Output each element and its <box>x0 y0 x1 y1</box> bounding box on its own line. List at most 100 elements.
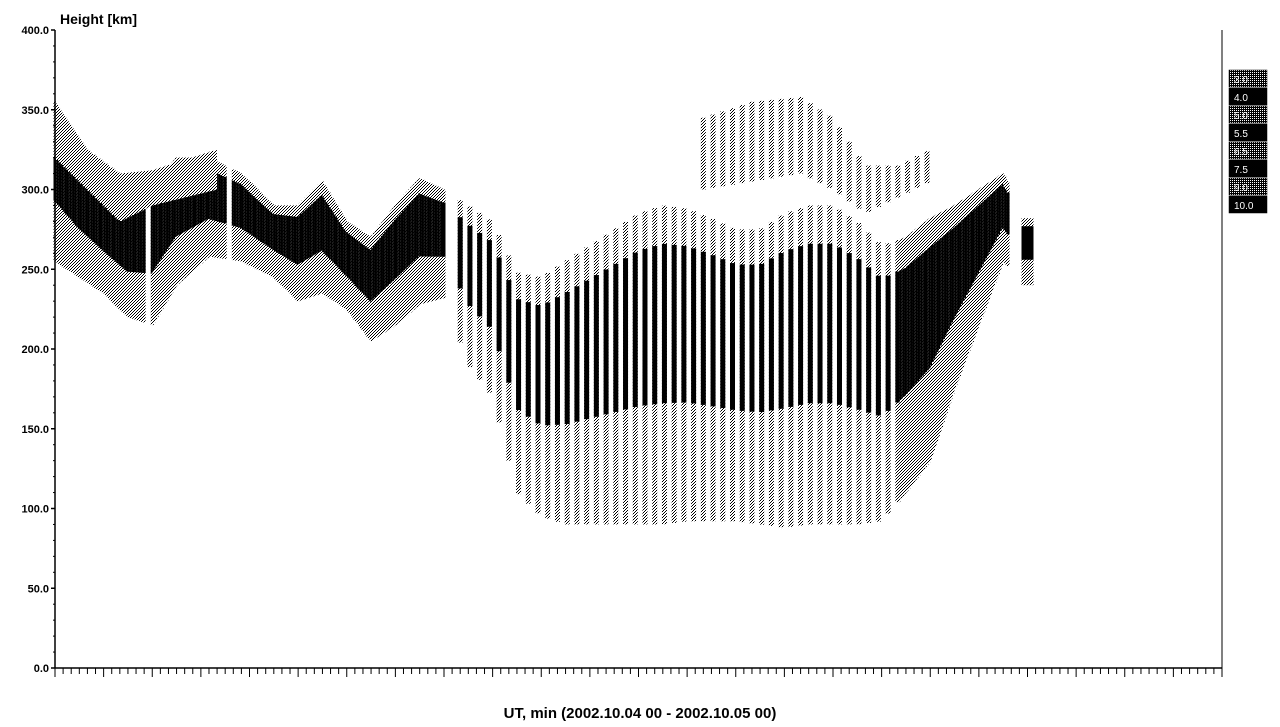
left-band-profile <box>220 163 224 259</box>
left-band-profile <box>416 180 420 306</box>
left-band-profile <box>56 108 60 264</box>
left-band-profile <box>390 209 394 328</box>
profile-core <box>293 216 297 263</box>
left-band-profile <box>282 205 286 287</box>
profile-core <box>376 241 380 296</box>
legend-swatch <box>1228 177 1268 196</box>
left-band-profile <box>181 157 185 280</box>
profile-core <box>343 229 347 275</box>
left-band-profile <box>217 162 221 258</box>
upper-layer-mark <box>99 159 103 204</box>
profile-core <box>930 245 934 366</box>
left-band-profile <box>102 181 106 294</box>
profile-core <box>55 123 59 203</box>
profile-core <box>175 172 179 237</box>
left-band-profile <box>239 173 243 262</box>
left-band-profile <box>158 178 162 312</box>
left-band-profile <box>95 173 99 289</box>
left-band-profile <box>307 194 311 298</box>
profile-core <box>817 243 823 404</box>
profile-core <box>424 195 428 257</box>
profile-core <box>429 197 433 257</box>
left-band-profile <box>251 184 255 267</box>
right-band-profile <box>975 190 979 330</box>
left-band-profile <box>231 169 235 261</box>
profile-core <box>974 208 978 280</box>
upper-layer-mark <box>75 134 79 180</box>
profile-core <box>327 204 331 258</box>
profile-core <box>316 199 320 254</box>
left-band-profile <box>301 200 305 300</box>
profile-core <box>262 205 266 244</box>
profile-core <box>215 173 219 222</box>
left-band-profile <box>340 213 344 306</box>
mid-stripe-profile <box>720 223 726 522</box>
y-tick-label: 100.0 <box>21 504 49 516</box>
left-band-profile <box>342 216 346 307</box>
mid-stripe-profile <box>457 200 463 343</box>
left-band-profile <box>254 187 258 269</box>
profile-core <box>97 188 101 247</box>
left-band-profile <box>440 188 444 299</box>
profile-core <box>126 211 130 272</box>
right-band-profile <box>904 237 908 493</box>
upper-layer-mark <box>111 168 115 216</box>
upper-layer-mark <box>153 169 157 205</box>
profile-core <box>970 211 974 286</box>
profile-core <box>136 209 140 273</box>
left-band-profile <box>295 205 299 300</box>
profile-core <box>296 216 300 265</box>
left-band-profile <box>436 186 440 300</box>
left-band-profile <box>431 184 435 301</box>
mid-stripe-profile <box>798 208 804 526</box>
left-band-profile <box>200 157 204 263</box>
right-band-profile <box>961 200 965 368</box>
y-axis-ticks: 0.0 50.0 100.0 150.0 200.0 250.0 300.0 350.0 400… <box>21 25 55 675</box>
profile-core <box>1000 185 1004 231</box>
left-band-profile <box>299 202 303 301</box>
profile-core <box>325 202 329 256</box>
left-band-profile <box>376 228 380 337</box>
mid-stripe-profile <box>710 218 716 522</box>
profile-core <box>345 231 349 276</box>
right-band-profile <box>928 218 932 461</box>
profile-core <box>379 237 383 293</box>
left-band-profile <box>372 233 376 339</box>
mid-stripe-profile <box>817 205 823 525</box>
left-band-profile <box>379 224 383 335</box>
profile-core <box>975 207 979 277</box>
left-band-profile <box>248 181 251 266</box>
left-band-profile <box>335 205 339 303</box>
left-band-profile <box>202 157 206 261</box>
left-band-profile <box>273 205 277 279</box>
profile-core <box>205 169 209 220</box>
upper-layer-mark <box>150 170 154 206</box>
left-band-profile <box>277 205 281 283</box>
right-band-profile <box>1003 176 1007 263</box>
upper-layer-mark <box>817 109 823 184</box>
right-band-profile <box>980 187 984 317</box>
left-band-profile <box>382 220 386 333</box>
right-band-profile <box>902 237 906 495</box>
profile-core <box>990 194 994 250</box>
profile-core <box>393 219 397 280</box>
left-band-profile <box>77 149 81 278</box>
profile-core <box>364 246 368 297</box>
left-band-profile <box>222 164 226 259</box>
left-band-profile <box>212 159 216 258</box>
profile-core <box>84 172 88 235</box>
legend-label: 6.5 <box>1234 147 1248 158</box>
left-band-profile <box>85 160 89 283</box>
profile-core <box>988 195 992 253</box>
profile-core <box>295 216 299 264</box>
left-band-profile <box>413 183 417 309</box>
profile-core <box>202 169 206 222</box>
left-band-profile <box>411 185 415 310</box>
profile-core <box>338 222 342 270</box>
left-band-profile <box>345 221 349 310</box>
left-band-profile <box>371 235 375 340</box>
profile-core <box>1004 189 1008 233</box>
profile-core <box>61 135 65 211</box>
left-band-profile <box>207 157 211 257</box>
